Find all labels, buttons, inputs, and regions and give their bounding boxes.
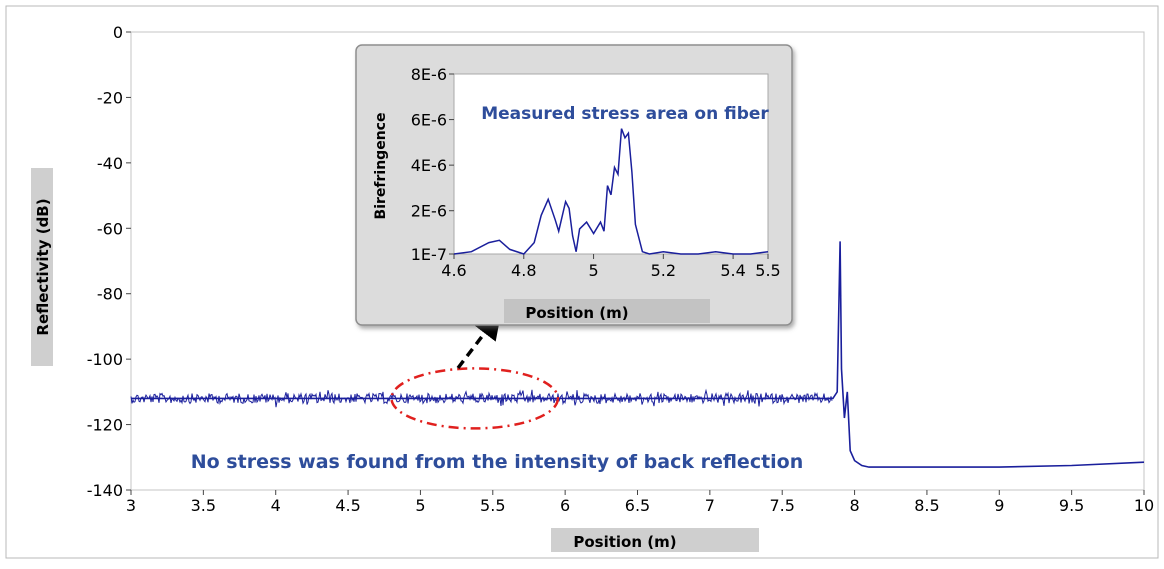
highlight-ellipse	[390, 367, 560, 430]
inset-plot-area	[453, 73, 769, 255]
inset-ytick-label: 1E-7	[411, 245, 447, 264]
inset-y-axis: 8E-6 6E-6 4E-6 2E-6 1E-7	[411, 65, 454, 264]
main-ytick-label: -100	[87, 350, 123, 369]
main-xtick-label: 3.5	[191, 496, 216, 515]
inset-panel: 8E-6 6E-6 4E-6 2E-6 1E-7 4.6 4.8 5 5.2 5.4 5.5 Me…	[355, 44, 793, 326]
main-ytick-label: -40	[97, 154, 123, 173]
main-xtick-label: 7.5	[769, 496, 794, 515]
inset-ylabel: Birefringence	[373, 113, 389, 220]
inset-xtick-label: 5	[588, 261, 598, 280]
main-y-axis: 0 -20 -40 -60 -80 -100 -120 -140	[87, 23, 131, 500]
main-ylabel: Reflectivity (dB)	[34, 198, 52, 335]
callout-arrow	[456, 310, 502, 370]
main-ytick-label: -20	[97, 88, 123, 107]
main-ytick-label: 0	[113, 23, 123, 42]
inset-xtick-label: 5.4	[720, 261, 745, 280]
inset-xtick-label: 5.2	[651, 261, 676, 280]
main-xtick-label: 4.5	[335, 496, 360, 515]
inset-xtick-label: 4.6	[441, 261, 466, 280]
main-xtick-label: 7	[705, 496, 715, 515]
main-xtick-label: 3	[126, 496, 136, 515]
main-xtick-label: 9	[994, 496, 1004, 515]
inset-xtick-label: 5.5	[755, 261, 780, 280]
main-xtick-label: 5.5	[480, 496, 505, 515]
inset-ytick-label: 8E-6	[411, 65, 447, 84]
main-xtick-label: 10	[1134, 496, 1154, 515]
main-xlabel: Position (m)	[573, 533, 676, 551]
main-ytick-label: -60	[97, 219, 123, 238]
inset-ytick-label: 6E-6	[411, 111, 447, 130]
main-xtick-label: 6	[560, 496, 570, 515]
inset-xlabel: Position (m)	[525, 304, 628, 322]
inset-series-line	[453, 128, 769, 255]
inset-x-axis: 4.6 4.8 5 5.2 5.4 5.5	[441, 254, 781, 280]
main-xlabel-box	[551, 528, 759, 552]
main-ylabel-box	[31, 168, 53, 366]
main-xtick-label: 4	[271, 496, 281, 515]
main-x-axis: 3 3.5 4 4.5 5 5.5 6 6.5 7 7.5 8 8.5 9 9.5 10	[126, 490, 1154, 515]
inset-xlabel-box	[504, 299, 710, 323]
main-xtick-label: 8	[849, 496, 859, 515]
main-xtick-label: 6.5	[625, 496, 650, 515]
main-ytick-label: -120	[87, 416, 123, 435]
inset-xtick-label: 4.8	[511, 261, 536, 280]
bottom-annotation: No stress was found from the intensity o…	[191, 451, 804, 473]
main-xtick-label: 8.5	[914, 496, 939, 515]
main-xtick-label: 5	[415, 496, 425, 515]
main-series-line	[131, 241, 1145, 468]
inset-annotation: Measured stress area on fiber	[481, 104, 769, 124]
main-ytick-label: -140	[87, 481, 123, 500]
inset-ytick-label: 2E-6	[411, 202, 447, 221]
main-ytick-label: -80	[97, 285, 123, 304]
main-xtick-label: 9.5	[1059, 496, 1084, 515]
inset-ytick-label: 4E-6	[411, 156, 447, 175]
main-noise-trace	[130, 388, 833, 408]
